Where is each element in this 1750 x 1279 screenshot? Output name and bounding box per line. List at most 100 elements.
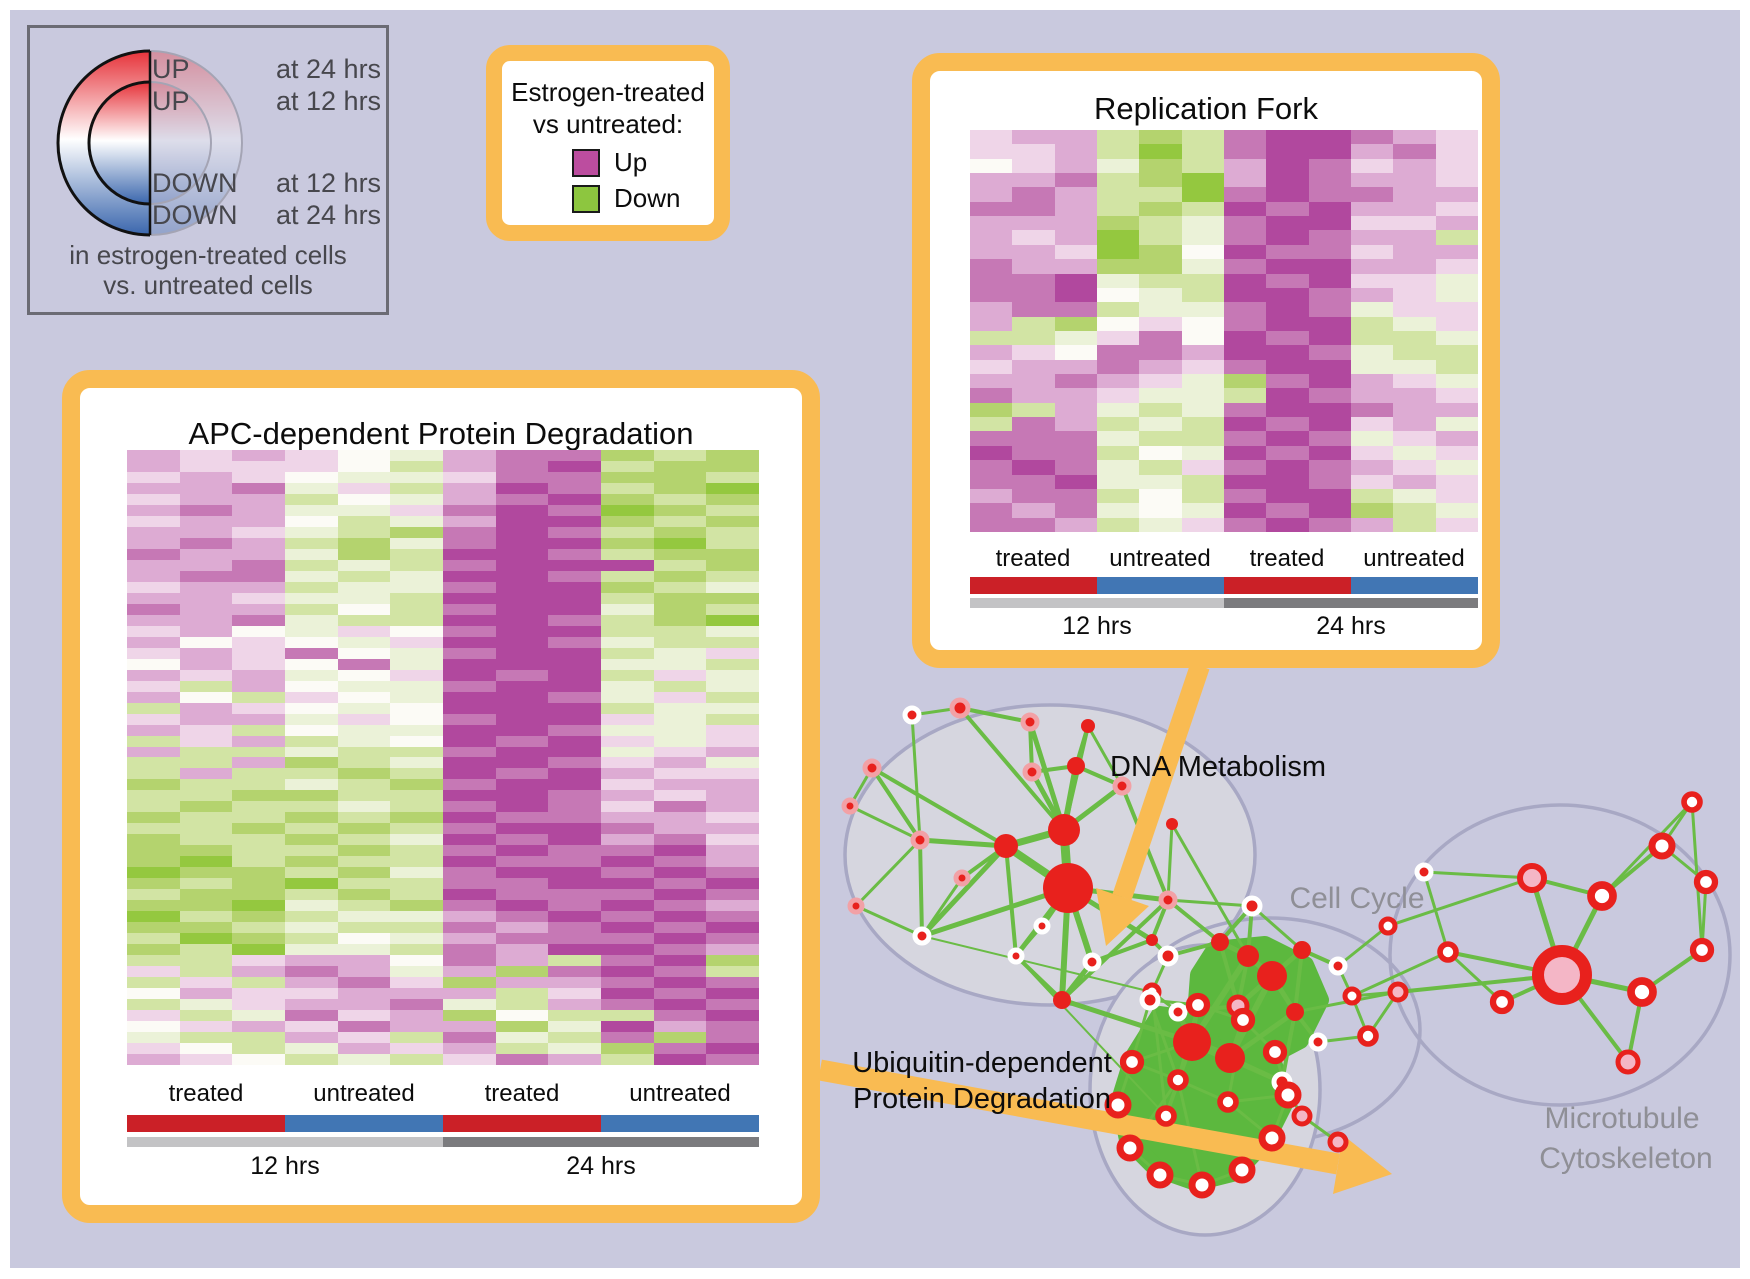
heatmap-cell <box>548 922 601 934</box>
heatmap-cell <box>706 460 759 472</box>
callout-arrow-shaft <box>818 1059 1340 1175</box>
heatmap-cell <box>1181 402 1224 418</box>
heatmap-cell <box>179 1021 233 1033</box>
network-node <box>994 834 1018 858</box>
heatmap-cell <box>285 713 338 725</box>
heatmap-cell <box>601 834 654 846</box>
heatmap-cell <box>495 724 549 736</box>
heatmap-cell <box>443 1021 496 1033</box>
heatmap-cell <box>285 768 338 780</box>
heatmap-cell <box>1350 287 1394 303</box>
heatmap-cell <box>1181 259 1224 274</box>
time-label-24hrs: 24 hrs <box>566 1152 636 1180</box>
heatmap-cell <box>443 823 496 835</box>
heatmap-cell <box>1350 230 1394 245</box>
heatmap-cell <box>601 988 654 1000</box>
network-node <box>1053 991 1071 1009</box>
heatmap-cell <box>653 988 707 1000</box>
heatmap-cell <box>285 482 338 494</box>
heatmap-cell <box>1181 201 1224 217</box>
heatmap-cell <box>970 201 1013 217</box>
heatmap-cell <box>653 570 707 582</box>
network-edge <box>1060 898 1170 1002</box>
heatmap-cell <box>232 933 285 945</box>
heatmap-cell <box>548 559 601 571</box>
heatmap-cell <box>390 757 443 769</box>
condition-label: untreated <box>629 1080 731 1107</box>
network-node <box>1146 1161 1174 1189</box>
heatmap-cell <box>1266 374 1309 389</box>
heatmap-cell <box>390 702 443 714</box>
network-node <box>902 705 922 725</box>
heatmap-cell <box>1096 216 1140 231</box>
condition-bar-segment <box>1097 577 1224 594</box>
heatmap-cell <box>706 658 759 670</box>
heatmap-cell <box>1308 230 1351 245</box>
heatmap-cell <box>179 559 233 571</box>
heatmap-cell <box>1266 460 1309 475</box>
heatmap-cell <box>1350 417 1394 432</box>
heatmap-cell <box>653 691 707 703</box>
heatmap-cell <box>443 614 496 626</box>
heatmap-cell <box>495 493 549 505</box>
heatmap-cell <box>390 1054 443 1065</box>
heatmap-cell <box>706 614 759 626</box>
heatmap-cell <box>1308 144 1351 159</box>
heatmap-cell <box>285 526 338 538</box>
heatmap-cell <box>548 878 601 890</box>
heatmap-cell <box>443 834 496 846</box>
heatmap-cell <box>1393 517 1436 532</box>
heatmap-cell <box>390 625 443 637</box>
heatmap-cell <box>653 823 707 835</box>
heatmap-cell <box>337 625 391 637</box>
heatmap-cell <box>337 867 391 879</box>
heatmap-cell <box>179 548 233 560</box>
heatmap-cell <box>285 735 338 747</box>
heatmap-cell <box>390 988 443 1000</box>
heatmap-cell <box>232 812 285 824</box>
heatmap-cell <box>232 471 285 483</box>
heatmap-cell <box>232 735 285 747</box>
heatmap-cell <box>601 735 654 747</box>
heatmap-cell <box>1012 374 1055 389</box>
cluster-label: DNA Metabolism <box>1110 751 1326 783</box>
heatmap-cell <box>1435 488 1478 504</box>
heatmap-cell <box>390 647 443 659</box>
ring-time-label: at 24 hrs <box>276 54 382 84</box>
heatmap-cell <box>1012 517 1055 532</box>
heatmap-cell <box>601 625 654 637</box>
heatmap-cell <box>127 592 180 604</box>
heatmap-cell <box>127 1010 180 1022</box>
heatmap-cell <box>285 999 338 1011</box>
heatmap-cell <box>1012 345 1055 360</box>
heatmap-cell <box>179 581 233 593</box>
heatmap-cell <box>706 570 759 582</box>
heatmap-cell <box>285 724 338 736</box>
heatmap-cell <box>1350 431 1394 446</box>
heatmap-cell <box>232 724 285 736</box>
time-label-12hrs: 12 hrs <box>250 1152 320 1180</box>
heatmap-cell <box>653 450 707 461</box>
heatmap-cell <box>1393 158 1436 174</box>
heatmap-cell <box>1350 158 1394 174</box>
heatmap-cell <box>653 603 707 615</box>
heatmap-cell <box>1393 359 1436 375</box>
heatmap-cell <box>706 713 759 725</box>
heatmap-cell <box>1139 402 1182 418</box>
heatmap-cell <box>443 658 496 670</box>
heatmap-cell <box>548 669 601 681</box>
heatmap-cell <box>1054 130 1097 145</box>
heatmap-cell <box>706 878 759 890</box>
heatmap-cell <box>127 1043 180 1055</box>
heatmap-cell <box>970 230 1013 245</box>
heatmap-cell <box>706 471 759 483</box>
heatmap-cell <box>1139 417 1182 432</box>
heatmap-cell <box>970 216 1013 231</box>
heatmap-cell <box>285 493 338 505</box>
heatmap-cell <box>232 691 285 703</box>
heatmap-cell <box>706 493 759 505</box>
heatmap-cell <box>1308 201 1351 217</box>
heatmap-cell <box>1266 130 1309 145</box>
heatmap-cell <box>1393 388 1436 403</box>
heatmap-cell <box>1350 144 1394 159</box>
